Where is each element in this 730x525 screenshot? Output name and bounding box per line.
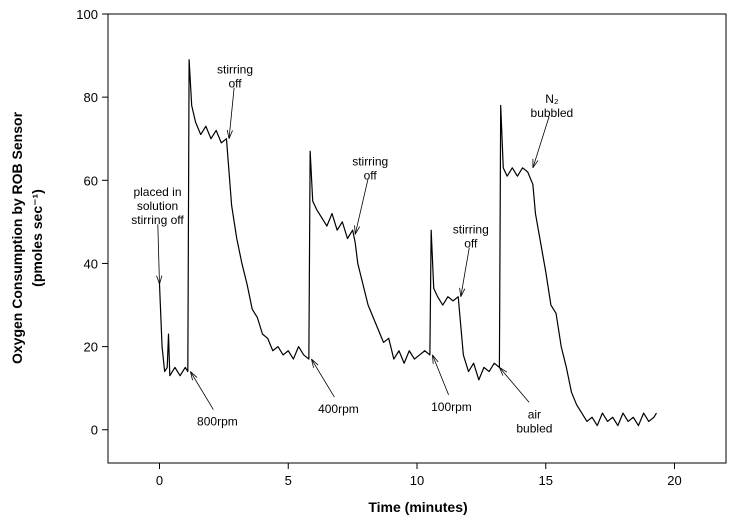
y-tick-label: 0 — [91, 423, 98, 438]
data-line — [158, 59, 657, 427]
y-axis-title: (pmoles sec⁻¹) — [29, 189, 45, 287]
annotation-label: solution — [137, 199, 178, 213]
annotation-arrowhead — [311, 358, 319, 368]
annotation-label: bubled — [516, 421, 552, 435]
annotation-arrow — [432, 354, 449, 396]
annotation-arrowhead — [499, 367, 508, 376]
x-tick-label: 0 — [156, 473, 163, 488]
annotation-arrowhead — [156, 275, 163, 285]
annotation-label: off — [464, 237, 478, 251]
annotation-label: stirring off — [131, 213, 184, 227]
annotation-arrowhead — [190, 371, 198, 381]
annotation-arrow — [354, 179, 369, 235]
annotation-arrowhead — [532, 158, 539, 169]
annotation-arrow — [311, 358, 335, 398]
annotation-label: air — [528, 407, 541, 421]
annotation-label: stirring — [217, 63, 253, 77]
annotation-arrowhead — [432, 354, 439, 364]
annotation-label: 800rpm — [197, 415, 238, 429]
annotation-label: 400rpm — [318, 402, 359, 416]
x-tick-label: 5 — [285, 473, 292, 488]
annotation-label: off — [364, 168, 378, 182]
annotation-arrowhead — [459, 287, 466, 297]
annotation-label: off — [228, 77, 242, 91]
x-axis-title: Time (minutes) — [368, 499, 467, 515]
annotation-arrow — [499, 367, 530, 403]
annotation-arrow — [190, 371, 214, 410]
annotation-arrowhead — [226, 129, 233, 139]
annotation-label: placed in — [133, 185, 181, 199]
annotation-arrow — [157, 224, 160, 285]
annotation-label: bubbled — [531, 106, 574, 120]
annotation-arrow — [532, 116, 550, 168]
annotation-label: 100rpm — [431, 400, 472, 414]
annotation-arrow — [228, 87, 235, 139]
y-tick-label: 40 — [84, 256, 98, 271]
x-tick-label: 15 — [539, 473, 553, 488]
y-axis-title: Oxygen Consumption by ROB Sensor — [9, 111, 25, 364]
annotation-label: N₂ — [545, 92, 559, 106]
y-tick-label: 100 — [76, 7, 98, 22]
annotation-arrowhead — [354, 225, 361, 235]
annotation-label: stirring — [453, 223, 489, 237]
y-tick-label: 60 — [84, 173, 98, 188]
annotation-arrow — [460, 247, 470, 297]
y-tick-label: 20 — [84, 340, 98, 355]
x-tick-label: 20 — [667, 473, 681, 488]
plot-frame — [107, 13, 727, 464]
annotation-label: stirring — [352, 154, 388, 168]
y-tick-label: 80 — [84, 90, 98, 105]
x-tick-label: 10 — [410, 473, 424, 488]
